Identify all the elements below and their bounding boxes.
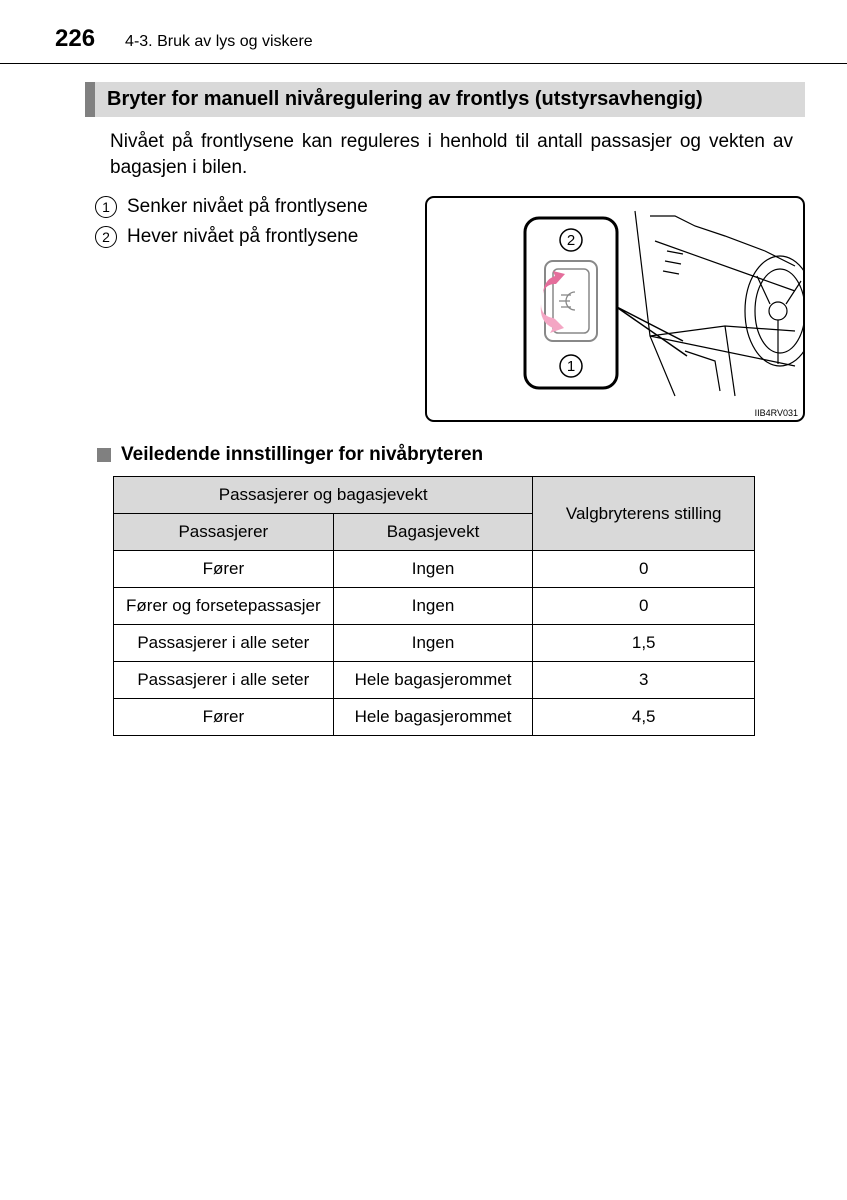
table-row: Fører og forsetepassasjer Ingen 0 [114, 588, 755, 625]
table-cell: Hele bagasjerommet [333, 699, 533, 736]
diagram-ref-label: IIB4RV031 [755, 408, 798, 418]
list-number-icon: 1 [95, 196, 117, 218]
table-row: Passasjerer i alle seter Hele bagasjerom… [114, 662, 755, 699]
list-item-text: Senker nivået på frontlysene [127, 196, 368, 218]
dashboard-diagram: 2 1 IIB4RV031 [425, 196, 805, 422]
switch-closeup-icon: 2 1 [525, 218, 617, 388]
table-header: Passasjerer [114, 514, 334, 551]
list-number-icon: 2 [95, 226, 117, 248]
list-item: 1 Senker nivået på frontlysene [95, 196, 407, 218]
page-content: Bryter for manuell nivåregulering av fro… [0, 64, 847, 736]
table-cell: Fører og forsetepassasjer [114, 588, 334, 625]
section-heading: Bryter for manuell nivåregulering av fro… [85, 82, 805, 117]
table-header-row: Passasjerer og bagasjevekt Valgbryterens… [114, 477, 755, 514]
table-cell: Passasjerer i alle seter [114, 625, 334, 662]
table-cell: 0 [533, 588, 755, 625]
table-row: Fører Ingen 0 [114, 551, 755, 588]
table-cell: 1,5 [533, 625, 755, 662]
intro-paragraph: Nivået på frontlysene kan reguleres i he… [85, 129, 805, 180]
table-cell: 4,5 [533, 699, 755, 736]
table-cell: 3 [533, 662, 755, 699]
table-cell: Ingen [333, 625, 533, 662]
list-and-diagram-row: 1 Senker nivået på frontlysene 2 Hever n… [85, 196, 805, 422]
table-header: Bagasjevekt [333, 514, 533, 551]
table-row: Fører Hele bagasjerommet 4,5 [114, 699, 755, 736]
square-bullet-icon [97, 448, 111, 462]
table-cell: Fører [114, 551, 334, 588]
table-cell: 0 [533, 551, 755, 588]
table-cell: Passasjerer i alle seter [114, 662, 334, 699]
table-cell: Hele bagasjerommet [333, 662, 533, 699]
numbered-list: 1 Senker nivået på frontlysene 2 Hever n… [95, 196, 407, 422]
settings-table: Passasjerer og bagasjevekt Valgbryterens… [113, 476, 755, 736]
table-header: Valgbryterens stilling [533, 477, 755, 551]
table-cell: Fører [114, 699, 334, 736]
table-row: Passasjerer i alle seter Ingen 1,5 [114, 625, 755, 662]
list-item: 2 Hever nivået på frontlysene [95, 226, 407, 248]
subsection-heading: Veiledende innstillinger for nivåbrytere… [97, 444, 805, 466]
section-path: 4-3. Bruk av lys og viskere [125, 33, 313, 51]
subsection-heading-text: Veiledende innstillinger for nivåbrytere… [121, 444, 483, 466]
table-cell: Ingen [333, 588, 533, 625]
list-item-text: Hever nivået på frontlysene [127, 226, 358, 248]
table-cell: Ingen [333, 551, 533, 588]
svg-text:2: 2 [567, 232, 575, 249]
page-header: 226 4-3. Bruk av lys og viskere [0, 0, 847, 64]
svg-text:1: 1 [567, 358, 575, 375]
table-header-group: Passasjerer og bagasjevekt [114, 477, 533, 514]
page-number: 226 [55, 25, 95, 53]
